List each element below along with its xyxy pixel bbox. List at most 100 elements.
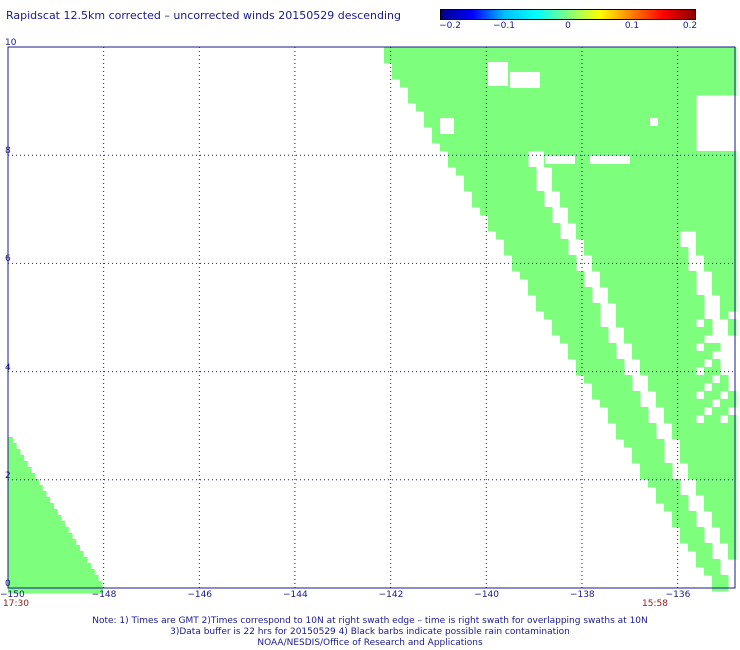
swath-cell — [680, 255, 689, 264]
swath-cell — [688, 431, 697, 440]
swath-cell — [584, 111, 593, 120]
swath-cell — [720, 239, 729, 248]
swath-cell — [496, 175, 505, 184]
swath-cell — [728, 183, 737, 192]
swath-cell — [544, 255, 553, 264]
swath-cell — [624, 231, 633, 240]
swath-cell — [616, 87, 625, 96]
swath-cell — [416, 103, 425, 112]
swath-cell — [440, 103, 449, 112]
swath-cell — [536, 215, 545, 224]
page-title: Rapidscat 12.5km corrected – uncorrected… — [6, 9, 402, 22]
swath-cell — [584, 247, 593, 256]
swath-cell — [656, 383, 665, 392]
swath-cell — [712, 519, 721, 528]
swath-cell — [632, 103, 641, 112]
swath-cell — [536, 279, 545, 288]
swath-cell — [488, 95, 497, 104]
swath-cell — [616, 359, 625, 368]
swath-cell — [600, 399, 609, 408]
swath-cell — [648, 71, 657, 80]
swath-cell — [608, 255, 617, 264]
swath-cell — [584, 231, 593, 240]
swath-cell — [600, 271, 609, 280]
swath-cell — [464, 183, 473, 192]
swath-cell — [488, 111, 497, 120]
swath-cell — [632, 119, 641, 128]
swath-cell — [480, 175, 489, 184]
swath-cell — [576, 295, 585, 304]
latitude-label: 2 — [5, 470, 11, 481]
swath-cell — [632, 455, 641, 464]
swath-cell — [680, 303, 689, 312]
swath-cell — [680, 295, 689, 304]
swath-cell — [592, 175, 601, 184]
swath-cell — [728, 263, 737, 272]
swath-cell — [608, 415, 617, 424]
swath-cell — [600, 103, 609, 112]
swath-cell — [648, 263, 657, 272]
swath-cell — [712, 567, 721, 576]
swath-cell — [696, 543, 705, 552]
swath-cell — [568, 303, 577, 312]
swath-cell — [712, 71, 721, 80]
swath-cell — [728, 79, 737, 88]
swath-cell — [680, 535, 689, 544]
swath-cell — [672, 247, 681, 256]
swath-cell — [472, 111, 481, 120]
swath-cell — [608, 399, 617, 408]
swath-cell — [480, 111, 489, 120]
swath-cell — [688, 415, 697, 424]
swath-cell — [664, 167, 673, 176]
swath-cell — [592, 223, 601, 232]
swath-cell — [664, 103, 673, 112]
swath-cell — [480, 135, 489, 144]
longitude-label: −136 — [665, 590, 691, 600]
swath-cell — [616, 231, 625, 240]
swath-cell — [424, 95, 433, 104]
swath-cell — [712, 359, 721, 368]
swath-cell — [480, 119, 489, 128]
swath-cell — [624, 47, 633, 56]
swath-cell — [424, 79, 433, 88]
swath-cell — [448, 159, 457, 168]
swath-cell — [544, 71, 553, 80]
swath-cell — [480, 55, 489, 64]
swath-cell — [480, 103, 489, 112]
swath-cell — [624, 399, 633, 408]
swath-cell — [632, 55, 641, 64]
swath-cell — [584, 87, 593, 96]
swath-cell — [536, 287, 545, 296]
swath-cell — [672, 103, 681, 112]
swath-cell — [656, 71, 665, 80]
swath-cell — [664, 231, 673, 240]
swath-cell — [664, 183, 673, 192]
swath-cell — [616, 415, 625, 424]
swath-cell — [624, 71, 633, 80]
swath-cell — [728, 287, 737, 296]
swath-cell — [512, 199, 521, 208]
swath-cell — [632, 319, 641, 328]
swath-cell — [464, 159, 473, 168]
swath-cell — [696, 335, 705, 344]
swath-cell — [632, 47, 641, 56]
swath-cell — [504, 183, 513, 192]
swath-cell — [712, 239, 721, 248]
swath-cell — [648, 135, 657, 144]
swath-cell — [616, 287, 625, 296]
swath-cell — [664, 295, 673, 304]
swath-cell — [464, 63, 473, 72]
swath-cell — [480, 159, 489, 168]
swath-cell — [528, 135, 537, 144]
swath-cell — [672, 287, 681, 296]
swath-cell — [656, 47, 665, 56]
swath-cell — [656, 55, 665, 64]
swath-cell — [640, 311, 649, 320]
swath-cell — [392, 55, 401, 64]
swath-cell — [552, 95, 561, 104]
swath-cell — [648, 63, 657, 72]
swath-cell — [496, 103, 505, 112]
swath-cell — [440, 63, 449, 72]
swath-cell — [632, 199, 641, 208]
swath-cell — [688, 191, 697, 200]
